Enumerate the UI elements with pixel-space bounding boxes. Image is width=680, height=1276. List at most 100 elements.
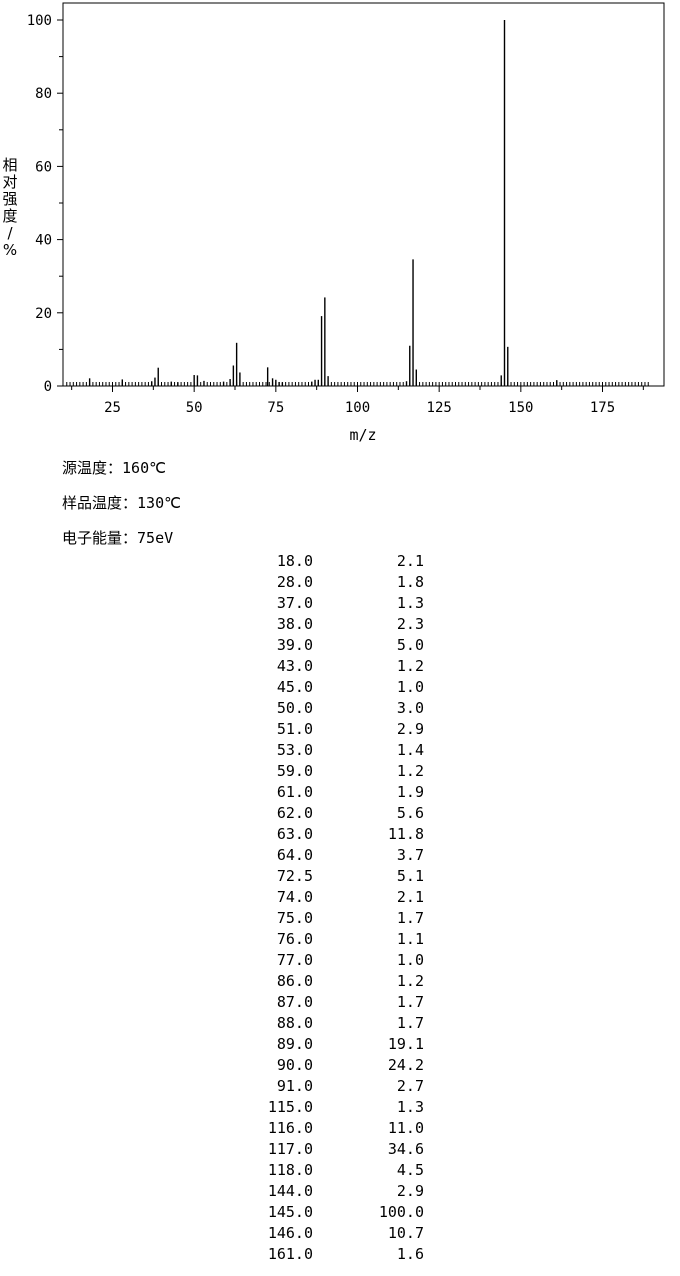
y-axis-label-char: 对 <box>2 173 18 191</box>
peak-abundance: 3.7 <box>396 846 424 864</box>
y-tick-label: 80 <box>35 86 52 102</box>
peak-abundance: 19.1 <box>387 1035 424 1053</box>
peak-abundance: 2.1 <box>396 552 424 570</box>
peak-abundance: 1.7 <box>396 993 424 1011</box>
peak-mz: 161.0 <box>267 1245 313 1263</box>
peak-mz: 43.0 <box>276 657 313 675</box>
plot-frame <box>62 2 665 387</box>
peak-mz: 64.0 <box>276 846 313 864</box>
y-axis-ticks: 0 20 40 60 80 100 <box>27 13 63 395</box>
table-row: 77.0 1.0 <box>240 950 440 971</box>
table-row: 118.0 4.5 <box>240 1160 440 1181</box>
peak-mz: 61.0 <box>276 783 313 801</box>
x-tick-label: 75 <box>267 400 284 416</box>
peak-mz: 18.0 <box>276 552 313 570</box>
peak-mz: 28.0 <box>276 573 313 591</box>
x-tick-label: 175 <box>590 400 615 416</box>
table-row: 89.0 19.1 <box>240 1034 440 1055</box>
peak-abundance: 4.5 <box>396 1161 424 1179</box>
table-row: 62.0 5.6 <box>240 803 440 824</box>
table-row: 90.0 24.2 <box>240 1055 440 1076</box>
table-row: 51.0 2.9 <box>240 719 440 740</box>
y-axis-label: 相对强度 /% <box>0 157 20 259</box>
table-row: 72.5 5.1 <box>240 866 440 887</box>
table-row: 61.0 1.9 <box>240 782 440 803</box>
peak-abundance: 1.9 <box>396 783 424 801</box>
peak-mz: 38.0 <box>276 615 313 633</box>
peak-table: 18.0 2.1 28.0 1.8 37.0 1.3 38.0 2.3 39.0 5.0 43.0 1… <box>240 551 440 1265</box>
peak-abundance: 1.7 <box>396 1014 424 1032</box>
table-row: 64.0 3.7 <box>240 845 440 866</box>
y-tick-label: 40 <box>35 233 52 249</box>
table-row: 43.0 1.2 <box>240 656 440 677</box>
x-tick-label: 50 <box>186 400 203 416</box>
table-row: 37.0 1.3 <box>240 593 440 614</box>
y-axis-label-char: % <box>2 241 18 259</box>
peak-mz: 91.0 <box>276 1077 313 1095</box>
electron-energy: 电子能量：75eV <box>62 529 174 547</box>
table-row: 63.0 11.8 <box>240 824 440 845</box>
table-row: 88.0 1.7 <box>240 1013 440 1034</box>
peak-mz: 50.0 <box>276 699 313 717</box>
y-tick-label: 20 <box>35 306 52 322</box>
table-row: 74.0 2.1 <box>240 887 440 908</box>
peak-mz: 144.0 <box>267 1182 313 1200</box>
peak-mz: 63.0 <box>276 825 313 843</box>
table-row: 53.0 1.4 <box>240 740 440 761</box>
peak-mz: 37.0 <box>276 594 313 612</box>
table-row: 18.0 2.1 <box>240 551 440 572</box>
peak-abundance: 1.0 <box>396 951 424 969</box>
peak-abundance: 10.7 <box>387 1224 424 1242</box>
peak-abundance: 5.1 <box>396 867 424 885</box>
peak-mz: 77.0 <box>276 951 313 969</box>
peak-abundance: 1.7 <box>396 909 424 927</box>
x-axis-label: m/z <box>349 426 376 444</box>
peak-abundance: 2.9 <box>396 1182 424 1200</box>
peak-mz: 146.0 <box>267 1224 313 1242</box>
peak-mz: 115.0 <box>267 1098 313 1116</box>
peak-mz: 118.0 <box>267 1161 313 1179</box>
peak-mz: 45.0 <box>276 678 313 696</box>
sample-temperature: 样品温度：130℃ <box>62 494 181 512</box>
peak-mz: 86.0 <box>276 972 313 990</box>
table-row: 59.0 1.2 <box>240 761 440 782</box>
peak-abundance: 2.3 <box>396 615 424 633</box>
x-tick-label: 25 <box>104 400 121 416</box>
peak-abundance: 3.0 <box>396 699 424 717</box>
peak-abundance: 2.9 <box>396 720 424 738</box>
peak-mz: 53.0 <box>276 741 313 759</box>
peak-mz: 89.0 <box>276 1035 313 1053</box>
table-row: 115.0 1.3 <box>240 1097 440 1118</box>
table-row: 76.0 1.1 <box>240 929 440 950</box>
peak-abundance: 5.6 <box>396 804 424 822</box>
table-row: 38.0 2.3 <box>240 614 440 635</box>
table-row: 117.0 34.6 <box>240 1139 440 1160</box>
source-temperature: 源温度：160℃ <box>62 459 166 477</box>
peak-abundance: 11.0 <box>387 1119 424 1137</box>
x-minor-ticks <box>66 382 649 386</box>
y-axis-label-char: 强 <box>2 190 18 208</box>
y-tick-label: 100 <box>27 13 52 29</box>
spectrum-bars <box>88 20 558 386</box>
peak-abundance: 24.2 <box>387 1056 424 1074</box>
table-row: 144.0 2.9 <box>240 1181 440 1202</box>
peak-abundance: 2.1 <box>396 888 424 906</box>
y-tick-label: 0 <box>44 379 52 395</box>
peak-mz: 62.0 <box>276 804 313 822</box>
y-axis-label-char: 度 <box>2 207 18 225</box>
table-row: 146.0 10.7 <box>240 1223 440 1244</box>
peak-mz: 88.0 <box>276 1014 313 1032</box>
peak-mz: 76.0 <box>276 930 313 948</box>
peak-abundance: 1.1 <box>396 930 424 948</box>
peak-mz: 116.0 <box>267 1119 313 1137</box>
peak-abundance: 1.0 <box>396 678 424 696</box>
peak-mz: 145.0 <box>267 1203 313 1221</box>
x-axis-ticks: 25 50 75 100 125 150 175 <box>71 386 644 416</box>
table-row: 145.0 100.0 <box>240 1202 440 1223</box>
peak-abundance: 1.2 <box>396 972 424 990</box>
y-tick-label: 60 <box>35 159 52 175</box>
y-axis-label-char: / <box>7 224 13 242</box>
table-row: 50.0 3.0 <box>240 698 440 719</box>
x-tick-label: 100 <box>345 400 370 416</box>
table-row: 161.0 1.6 <box>240 1244 440 1265</box>
